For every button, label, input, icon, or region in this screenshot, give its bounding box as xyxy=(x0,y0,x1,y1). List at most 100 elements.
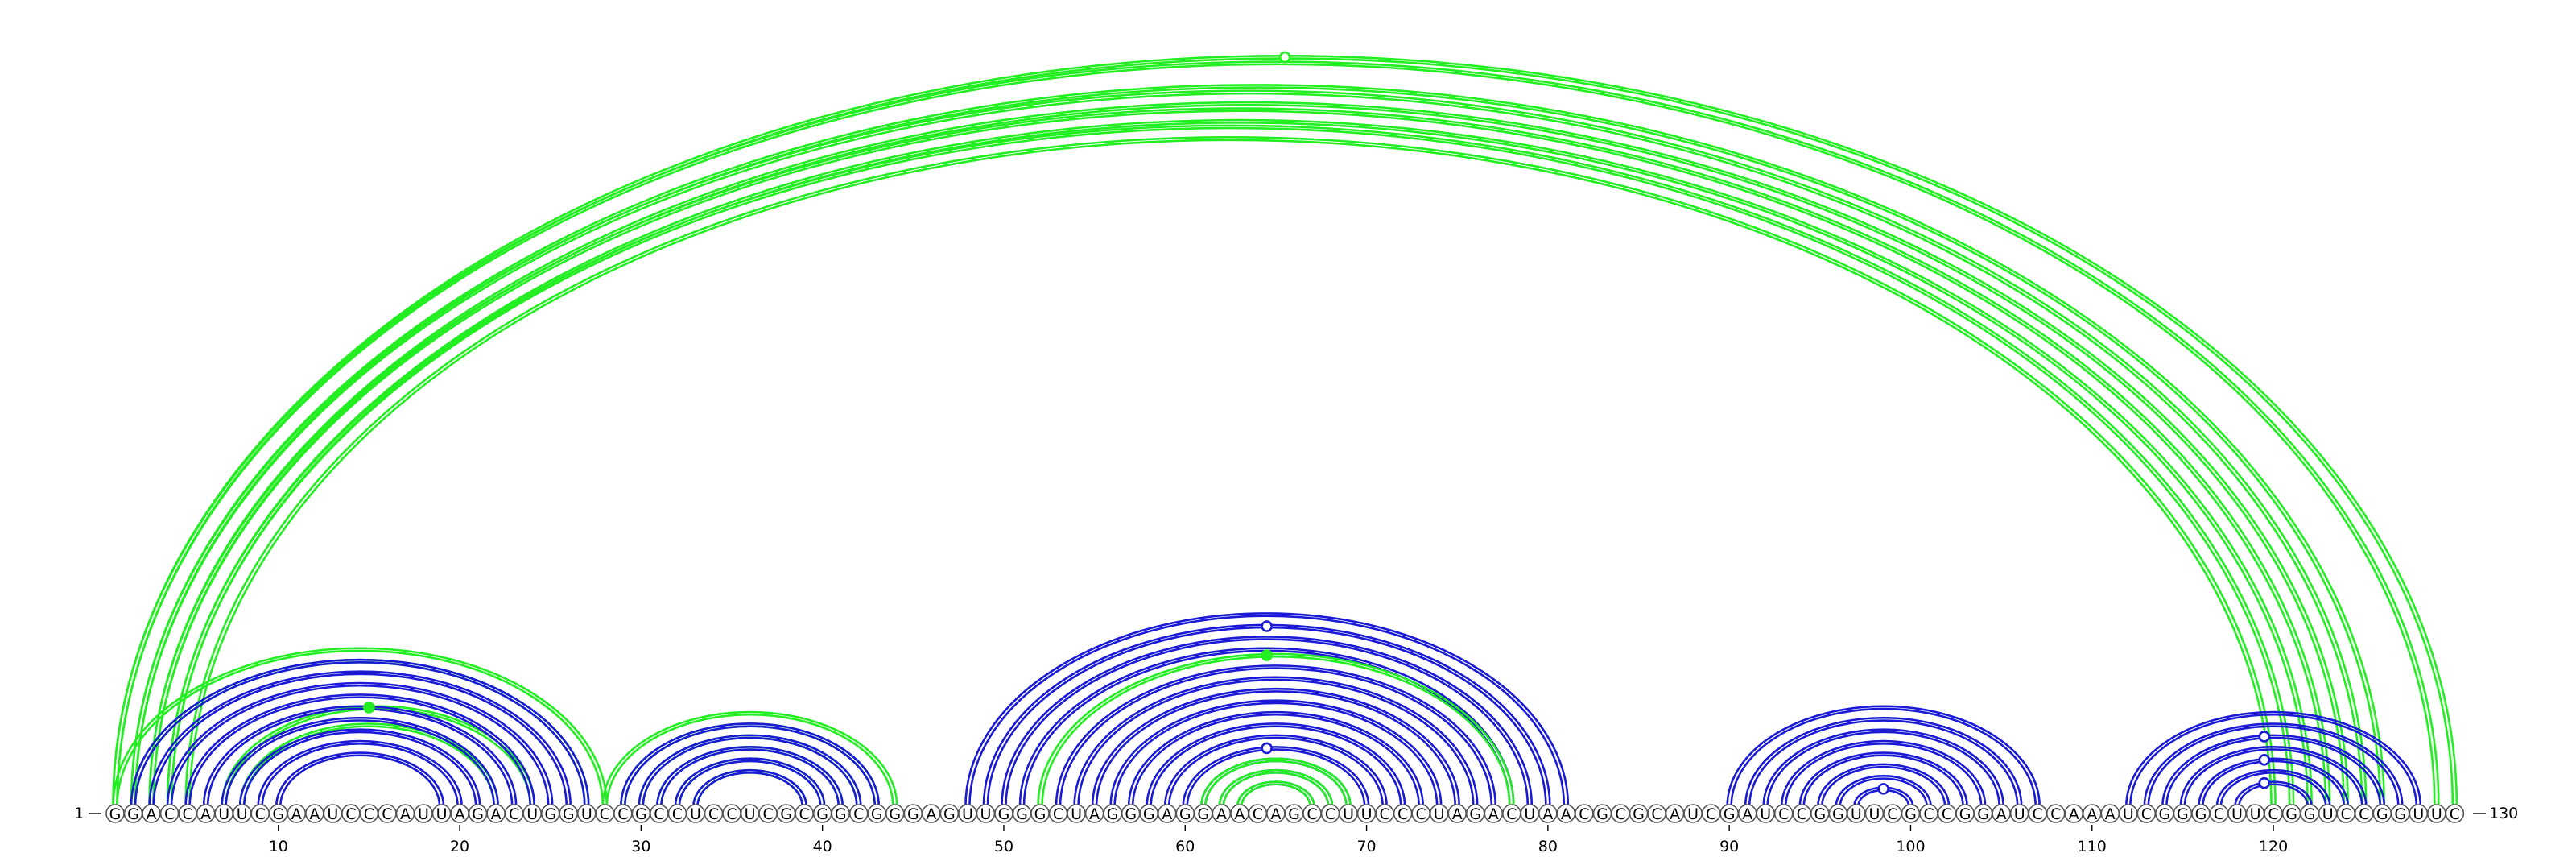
base-pair-arc-blue-115-125-a xyxy=(2179,746,2368,807)
base-pair-arc-blue-55-75-a xyxy=(1091,687,1461,807)
nucleotide: G xyxy=(540,804,560,823)
nucleotide: C xyxy=(1248,804,1268,823)
base-pair-arc-green-61-69-b xyxy=(1204,760,1348,807)
base-pair-arc-blue-48-81-a xyxy=(964,612,1570,807)
nucleotide-letter: G xyxy=(1977,805,1989,823)
base-pair-arc-blue-55-75-b xyxy=(1095,690,1457,807)
nucleotide-letter: U xyxy=(2413,805,2424,823)
nucleotide-letter: C xyxy=(1923,805,1934,823)
nucleotide-letter: C xyxy=(726,805,737,823)
nucleotide-letter: C xyxy=(1706,805,1716,823)
base-pair-arc-green-1-130-a xyxy=(114,56,2457,806)
base-pair-arc-green-3-124-b xyxy=(152,103,2345,807)
tick-label-80: 80 xyxy=(1538,838,1558,855)
tick-label-90: 90 xyxy=(1719,838,1739,855)
nucleotide: G xyxy=(812,804,832,823)
base-pair-arc-blue-114-126-a xyxy=(2161,734,2386,807)
nucleotide: G xyxy=(1955,804,1975,823)
nucleotide: G xyxy=(939,804,960,823)
nucleotide: U xyxy=(1520,804,1540,823)
nucleotide-letter: C xyxy=(509,805,519,823)
nucleotide: C xyxy=(1393,804,1413,823)
nucleotide-letter: U xyxy=(418,805,429,823)
nucleotide: A xyxy=(1230,804,1249,823)
nucleotide-letter: C xyxy=(2450,805,2460,823)
nucleotide-letter: A xyxy=(400,805,411,823)
base-pair-arc-blue-57-73-a xyxy=(1127,710,1424,807)
nucleotide-letter: G xyxy=(816,805,828,823)
nucleotide: G xyxy=(1194,804,1213,823)
nucleotide: C xyxy=(613,804,633,823)
backbone-layer: 1 130 xyxy=(74,805,2518,822)
nucleotide-letter: A xyxy=(1542,805,1553,823)
nucleotide-letter: A xyxy=(1089,805,1100,823)
nucleotide-letter: U xyxy=(962,805,973,823)
base-pair-arc-green-28-44-a xyxy=(601,710,898,807)
nucleotide: U xyxy=(1339,804,1358,823)
base-pair-arc-blue-117-123-b xyxy=(2219,772,2327,807)
nucleotide: G xyxy=(2300,804,2319,823)
nucleotide-letter: U xyxy=(2231,805,2243,823)
nucleotide: A xyxy=(922,804,941,823)
nucleotide-letter: G xyxy=(2195,805,2207,823)
nucleotide: A xyxy=(142,804,161,823)
nucleotide-letter: C xyxy=(345,805,356,823)
nucleotide-letter: C xyxy=(1325,805,1335,823)
nucleotide: A xyxy=(1157,804,1177,823)
nucleotide: A xyxy=(2100,804,2120,823)
base-pair-arc-blue-4-25-b xyxy=(170,684,550,807)
nucleotide-letter: C xyxy=(2268,805,2278,823)
nucleotide: G xyxy=(1121,804,1141,823)
base-pair-arc-blue-91-106-b xyxy=(1748,719,2019,807)
base-pair-arc-green-52-78-b xyxy=(1041,655,1511,807)
nucleotide-letter: G xyxy=(2394,805,2406,823)
nucleotide-letter: G xyxy=(1596,805,1608,823)
base-pair-arc-blue-53-77-a xyxy=(1055,664,1497,807)
base-pair-arc-blue-7-22-a xyxy=(221,716,499,807)
nucleotide: C xyxy=(1375,804,1394,823)
nucleotide-letter: C xyxy=(1379,805,1389,823)
nucleotide: G xyxy=(776,804,796,823)
nucleotide-letter: G xyxy=(1197,805,1209,823)
nucleotide: G xyxy=(1030,804,1050,823)
base-pair-arc-blue-114-126-b xyxy=(2165,736,2382,807)
nucleotide: C xyxy=(2028,804,2047,823)
arc-marker-5 xyxy=(1877,783,1889,795)
nucleotide: C xyxy=(722,804,741,823)
base-pair-arc-green-5-120-b xyxy=(188,139,2273,807)
nucleotide-letter: C xyxy=(1797,805,1807,823)
nucleotide: G xyxy=(631,804,651,823)
nucleotide: G xyxy=(831,804,850,823)
nucleotide-letter: C xyxy=(382,805,392,823)
nucleotide: G xyxy=(123,804,143,823)
nucleotide-letter: A xyxy=(491,805,502,823)
base-pair-arc-blue-50-79-b xyxy=(1005,638,1530,807)
nucleotide: C xyxy=(1937,804,1957,823)
base-pair-arc-blue-117-123-a xyxy=(2215,768,2331,807)
nucleotide: C xyxy=(378,804,397,823)
base-pair-arc-blue-6-23-a xyxy=(202,705,518,807)
base-pair-arc-green-4-122-b xyxy=(170,121,2309,807)
nucleotide-letter: C xyxy=(654,805,664,823)
nucleotide: C xyxy=(2445,804,2465,823)
nucleotide-letter: G xyxy=(1143,805,1155,823)
base-pair-arc-blue-3-26-a xyxy=(148,670,572,807)
nucleotide-letter: U xyxy=(436,805,448,823)
nucleotide-letter: U xyxy=(581,805,592,823)
nucleotide-letter: U xyxy=(526,805,538,823)
nucleotide-letter: A xyxy=(1670,805,1680,823)
base-pair-arc-blue-94-103-a xyxy=(1798,751,1968,807)
nucleotide: G xyxy=(1629,804,1649,823)
nucleotide: C xyxy=(2046,804,2066,823)
nucleotide: G xyxy=(1465,804,1485,823)
nucleotide: C xyxy=(1647,804,1666,823)
nucleotide-letter: U xyxy=(1361,805,1373,823)
base-pair-arc-blue-2-27-b xyxy=(134,661,586,807)
nucleotide-letter: C xyxy=(364,805,374,823)
nucleotide: G xyxy=(1810,804,1830,823)
nucleotide: C xyxy=(2354,804,2374,823)
nucleotide: C xyxy=(1883,804,1902,823)
nucleotide-letter: G xyxy=(2177,805,2189,823)
nucleotide: C xyxy=(667,804,687,823)
nucleotide-letter: G xyxy=(871,805,883,823)
